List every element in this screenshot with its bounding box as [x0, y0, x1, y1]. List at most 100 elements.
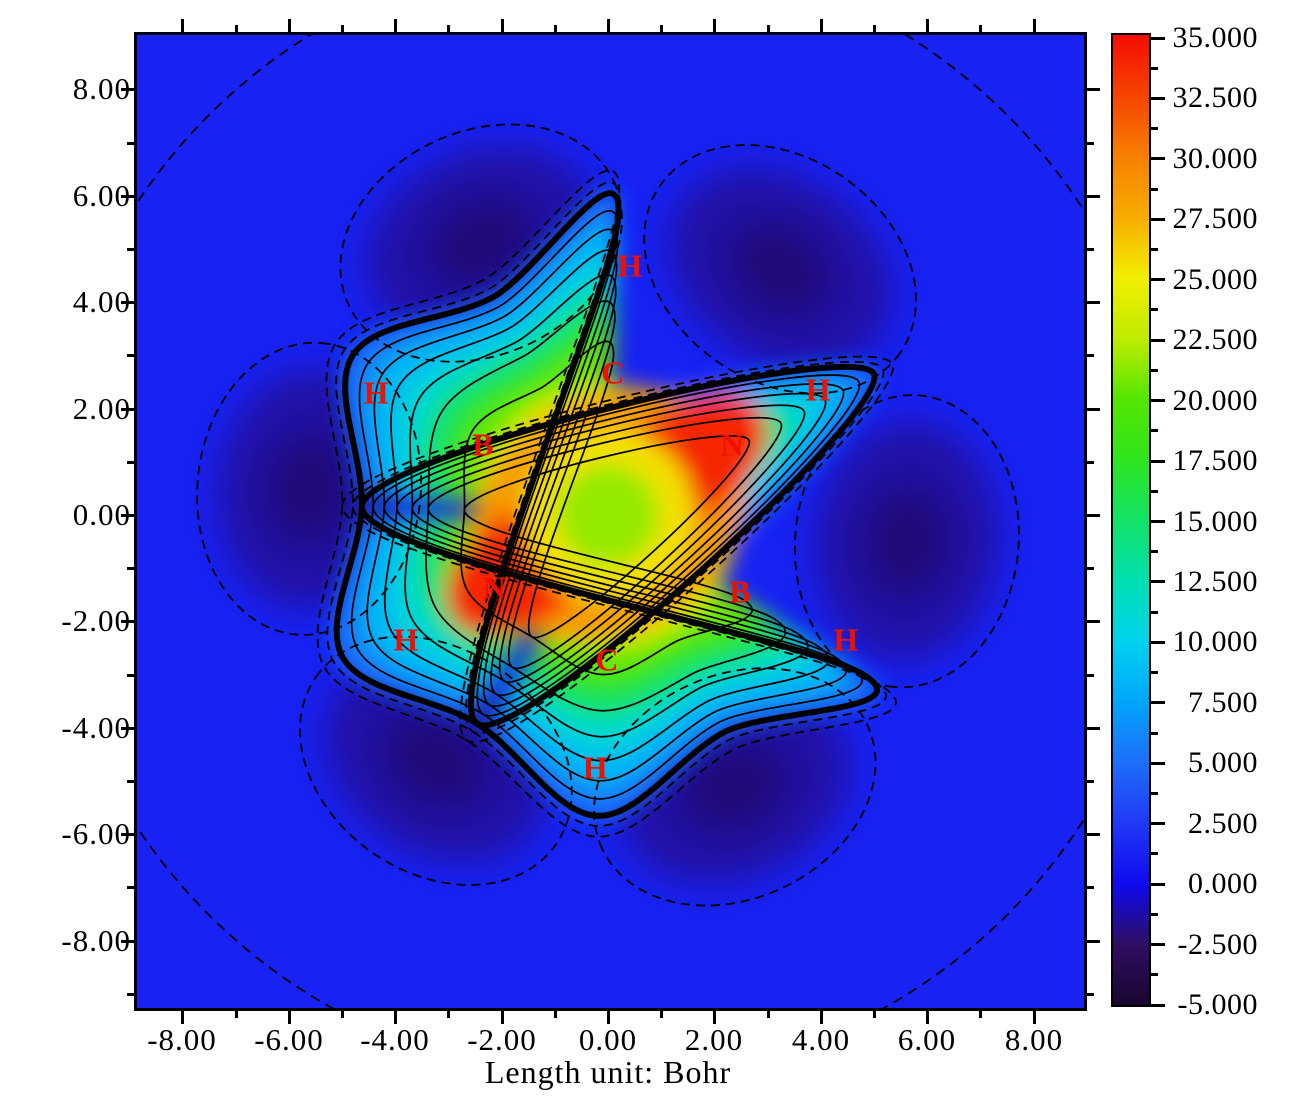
- x-minor-tick: [447, 1011, 450, 1018]
- y-major-tick: [1087, 620, 1100, 623]
- colorbar-tick-label: 35.000: [1172, 21, 1258, 54]
- y-minor-tick: [1087, 886, 1094, 889]
- y-minor-tick: [127, 354, 134, 357]
- x-major-tick: [1033, 1011, 1036, 1024]
- atom-label-H: H: [617, 247, 643, 284]
- y-major-tick: [121, 940, 134, 943]
- contour-line: [425, 300, 786, 712]
- y-minor-tick: [1087, 142, 1094, 145]
- colorbar-tick-label: 10.000: [1172, 625, 1258, 659]
- y-major-tick: [121, 408, 134, 411]
- y-major-tick: [1087, 727, 1100, 730]
- x-tick-label: 2.00: [684, 1022, 744, 1057]
- colorbar-minor-tick: [1151, 610, 1158, 614]
- colorbar-major-tick: [1151, 459, 1165, 463]
- x-minor-tick: [341, 1011, 344, 1018]
- y-minor-tick: [127, 780, 134, 783]
- colorbar-major-tick: [1151, 882, 1165, 886]
- colorbar-minor-tick: [1151, 127, 1158, 131]
- x-tick-label: 8.00: [1004, 1022, 1064, 1057]
- contour-lines: [137, 35, 1084, 1008]
- y-tick-label: -2.00: [61, 603, 131, 638]
- colorbar-tick-label: 2.500: [1188, 806, 1258, 840]
- colorbar-minor-tick: [1151, 973, 1158, 977]
- y-tick-label: 4.00: [72, 284, 131, 319]
- y-minor-tick: [127, 248, 134, 251]
- x-minor-tick: [447, 25, 450, 32]
- colorbar-minor-tick: [1151, 429, 1158, 433]
- colorbar-minor-tick: [1151, 912, 1158, 916]
- minima-dashed-contour: [339, 123, 623, 363]
- y-major-tick: [1087, 940, 1100, 943]
- x-major-tick: [288, 1011, 291, 1024]
- minima-dashed-contour: [793, 394, 1020, 689]
- colorbar-major-tick: [1151, 822, 1165, 826]
- x-minor-tick: [979, 25, 982, 32]
- contour-line: [350, 210, 863, 800]
- y-minor-tick: [127, 674, 134, 677]
- colorbar-minor-tick: [1151, 66, 1158, 70]
- contour-line: [460, 340, 753, 676]
- colorbar-tick-label: 0.000: [1188, 867, 1258, 901]
- y-minor-tick: [127, 993, 134, 996]
- contour-line: [404, 273, 809, 738]
- colorbar-minor-tick: [1151, 248, 1158, 252]
- y-minor-tick: [1087, 248, 1094, 251]
- atom-label-H: H: [805, 371, 831, 408]
- colorbar-minor-tick: [1151, 489, 1158, 493]
- y-major-tick: [1087, 88, 1100, 91]
- y-minor-tick: [1087, 780, 1094, 783]
- colorbar-minor-tick: [1151, 368, 1158, 372]
- y-minor-tick: [1087, 567, 1094, 570]
- atom-label-C: C: [595, 641, 619, 678]
- x-axis-title: Length unit: Bohr: [484, 1054, 732, 1090]
- colorbar-tick-label: -2.500: [1177, 927, 1258, 961]
- y-tick-label: -4.00: [61, 710, 131, 745]
- y-tick-label: -8.00: [61, 923, 131, 958]
- y-major-tick: [1087, 408, 1100, 411]
- y-major-tick: [121, 195, 134, 198]
- y-minor-tick: [127, 886, 134, 889]
- y-major-tick: [1087, 301, 1100, 304]
- minima-blob-core: [865, 487, 949, 596]
- atom-label-B: B: [729, 573, 751, 610]
- x-major-tick: [394, 19, 397, 32]
- colorbar-tick-label: 22.500: [1172, 323, 1258, 357]
- colorbar-tick-label: 32.500: [1172, 81, 1258, 115]
- x-minor-tick: [660, 1011, 663, 1018]
- y-minor-tick: [1087, 354, 1094, 357]
- colorbar-major-tick: [1151, 157, 1165, 161]
- x-minor-tick: [979, 1011, 982, 1018]
- colorbar-major-tick: [1151, 520, 1165, 524]
- x-major-tick: [181, 19, 184, 32]
- x-major-tick: [926, 1011, 929, 1024]
- colorbar-tick-label: 15.000: [1172, 504, 1258, 538]
- x-minor-tick: [660, 25, 663, 32]
- x-tick-label: 4.00: [791, 1022, 851, 1057]
- colorbar-minor-tick: [1151, 671, 1158, 675]
- colorbar-minor-tick: [1151, 187, 1158, 191]
- x-major-tick: [713, 1011, 716, 1024]
- x-tick-label: -8.00: [147, 1022, 217, 1057]
- x-major-tick: [926, 19, 929, 32]
- x-major-tick: [713, 19, 716, 32]
- colorbar-gradient: [1111, 33, 1151, 1007]
- x-major-tick: [607, 1011, 610, 1024]
- x-tick-label: -2.00: [467, 1022, 537, 1057]
- y-minor-tick: [127, 567, 134, 570]
- x-tick-label: -4.00: [360, 1022, 430, 1057]
- x-minor-tick: [873, 25, 876, 32]
- colorbar-major-tick: [1151, 1003, 1165, 1007]
- x-major-tick: [288, 19, 291, 32]
- contour-line: [383, 249, 830, 762]
- x-minor-tick: [873, 1011, 876, 1018]
- minima-dashed-contour: [593, 667, 877, 907]
- colorbar-major-tick: [1151, 399, 1165, 403]
- x-tick-label: 6.00: [897, 1022, 957, 1057]
- x-major-tick: [181, 1011, 184, 1024]
- x-minor-tick: [554, 1011, 557, 1018]
- colorbar-minor-tick: [1151, 308, 1158, 312]
- colorbar-major-tick: [1151, 640, 1165, 644]
- minima-blob-core: [267, 434, 351, 543]
